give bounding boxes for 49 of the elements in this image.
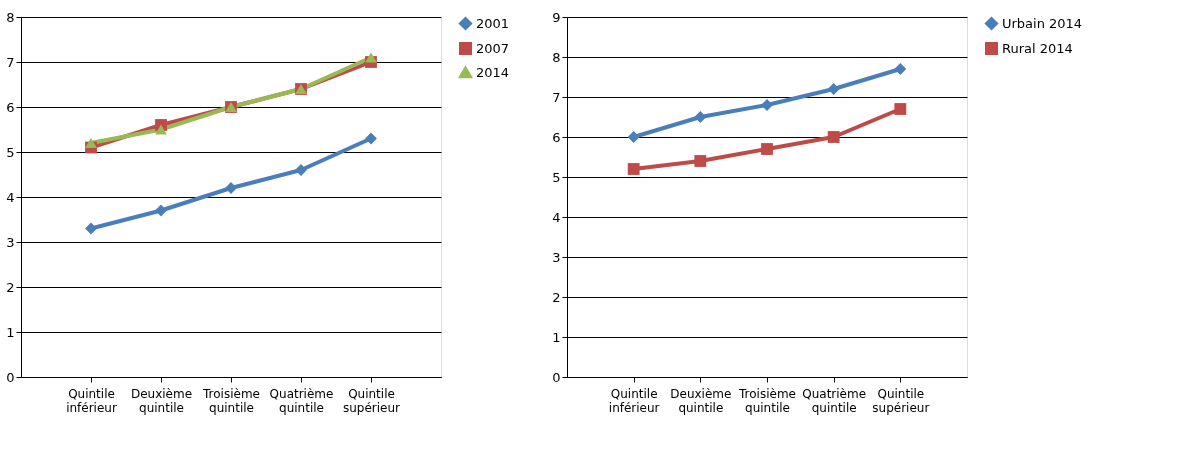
y-tick-label: 0 [6, 369, 15, 385]
y-tick-label: 4 [6, 189, 15, 205]
x-tick-label: Deuxième quintile [670, 386, 732, 415]
point [627, 131, 640, 143]
point [627, 163, 640, 175]
x-tick-label: Quatrième quintile [269, 386, 334, 415]
x-tick-label: Quintile inférieur [66, 386, 117, 415]
point [827, 131, 840, 143]
y-tick-label: 9 [552, 9, 561, 25]
y-tick-label: 5 [6, 144, 15, 160]
point [365, 52, 377, 63]
point [694, 155, 707, 167]
x-tick-label: Troisième quintile [202, 386, 260, 415]
y-tick-label: 7 [6, 54, 15, 70]
point [894, 63, 907, 75]
y-tick-label: 8 [6, 9, 15, 25]
point [155, 204, 167, 217]
y-tick-label: 2 [552, 289, 561, 305]
x-tick-label: Quintile supérieur [342, 386, 401, 415]
x-tick-label: Troisième quintile [738, 386, 796, 415]
y-tick-label: 7 [552, 89, 561, 105]
y-tick-label: 0 [552, 369, 561, 385]
y-tick-label: 8 [552, 49, 561, 65]
y-tick-label: 2 [6, 279, 15, 295]
point [365, 132, 377, 145]
legend-label: 2007 [476, 40, 510, 56]
x-tick-label: Deuxième quintile [130, 386, 193, 415]
y-tick-label: 4 [552, 209, 561, 225]
x-tick-label: Quatrième quintile [802, 386, 867, 415]
y-tick-label: 6 [552, 129, 561, 145]
y-tick-label: 5 [552, 169, 561, 185]
point [155, 124, 167, 135]
point [85, 137, 97, 149]
point [694, 111, 707, 123]
legend-label: 2014 [476, 64, 510, 80]
legend-label: Rural 2014 [1002, 40, 1073, 56]
point [85, 222, 97, 235]
y-tick-label: 3 [6, 234, 15, 250]
y-tick-label: 6 [6, 99, 15, 115]
legend-label: 2001 [476, 15, 510, 31]
y-tick-label: 1 [6, 324, 15, 340]
y-tick-label: 3 [552, 249, 561, 265]
point [761, 143, 773, 155]
y-tick-label: 1 [552, 329, 561, 345]
x-tick-label: Quintile supérieur [872, 386, 930, 415]
point [827, 83, 840, 95]
point [894, 103, 907, 115]
x-tick-label: Quintile inférieur [608, 386, 660, 415]
legend-label: Urbain 2014 [1002, 15, 1083, 31]
